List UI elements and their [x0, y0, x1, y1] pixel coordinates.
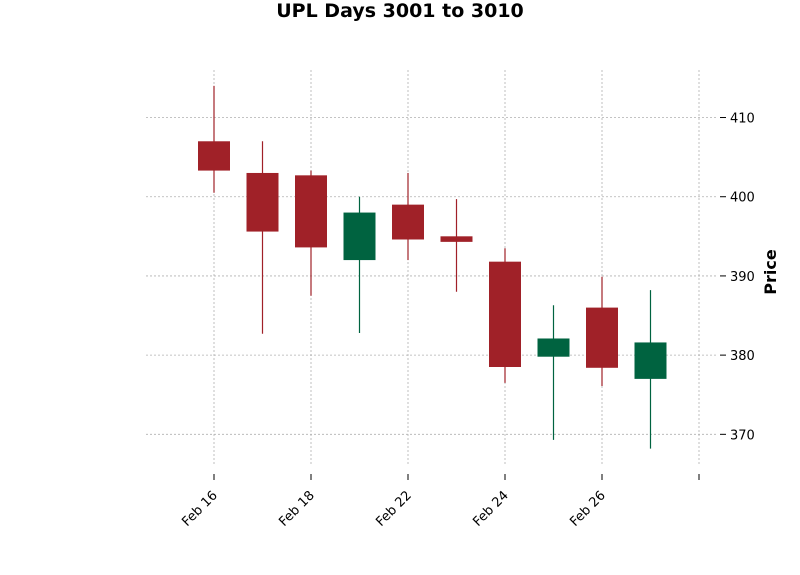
- candle-body: [634, 342, 667, 379]
- candles: [198, 85, 667, 449]
- x-tick-label: Feb 16: [179, 488, 221, 530]
- candle-body: [440, 236, 473, 242]
- candle-body: [586, 307, 618, 368]
- x-tick-label: Feb 18: [276, 488, 318, 530]
- x-tick-label: Feb 26: [567, 488, 609, 530]
- candle-body: [246, 172, 279, 232]
- x-axis: Feb 16 Feb 18 Feb 22 Feb 24 Feb 26: [179, 474, 700, 530]
- y-tick-label: 390: [730, 270, 755, 285]
- y-tick-label: 380: [730, 349, 755, 364]
- y-axis: 370 380 390 400 410: [720, 112, 755, 443]
- x-tick-label: Feb 24: [470, 488, 512, 530]
- x-tick-label: Feb 22: [373, 488, 415, 530]
- y-tick-label: 370: [730, 428, 755, 443]
- y-tick-label: 400: [730, 191, 755, 206]
- candle-body: [295, 175, 327, 248]
- candle-body: [198, 141, 230, 171]
- candle-body: [392, 204, 424, 240]
- y-axis-label: Price: [761, 249, 780, 295]
- candle-body: [343, 212, 376, 261]
- candle-body: [537, 338, 570, 357]
- candle-body: [489, 261, 521, 367]
- chart-title: UPL Days 3001 to 3010: [276, 0, 524, 22]
- y-tick-label: 410: [730, 112, 755, 127]
- grid: [146, 70, 716, 466]
